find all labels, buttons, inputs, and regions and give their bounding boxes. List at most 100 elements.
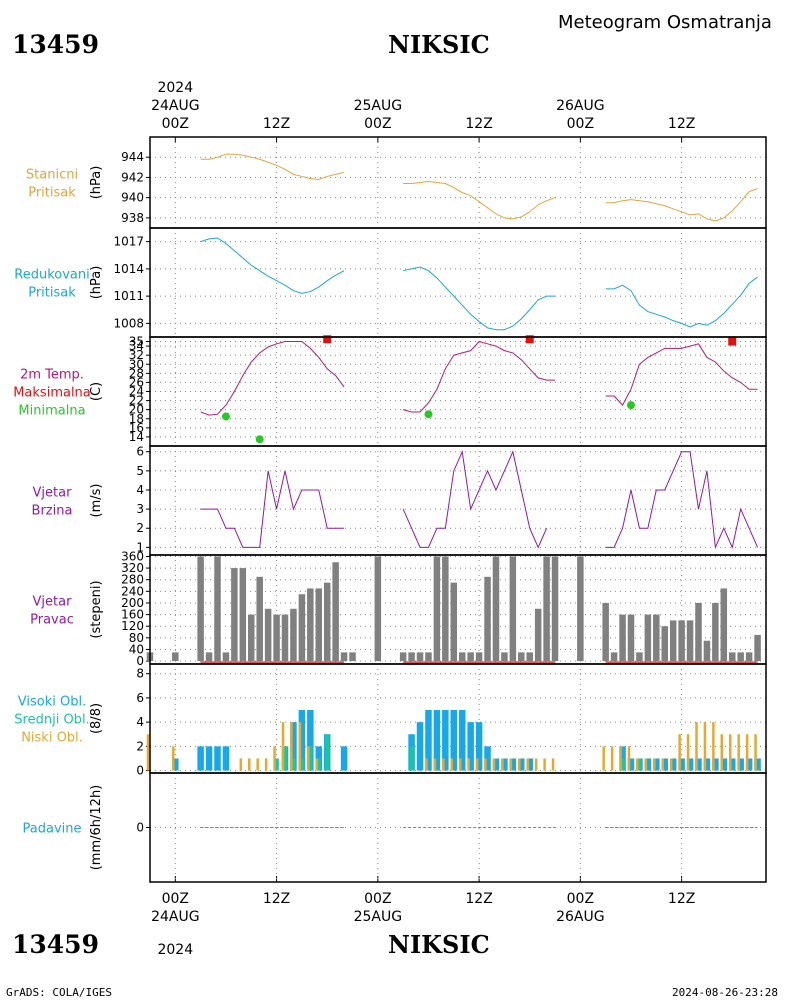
wind-direction-bar (509, 556, 517, 662)
y-tick-label: 28 (129, 366, 144, 380)
low-cloud-bar (754, 734, 757, 771)
tmax-marker (525, 335, 534, 344)
low-cloud-bar (653, 758, 656, 771)
tmax-marker (728, 337, 737, 346)
mid-cloud-bar (324, 734, 330, 771)
y-tick-label: 18 (129, 412, 144, 426)
high-cloud-bar (745, 758, 753, 771)
wind-direction-bar (281, 614, 289, 662)
panel-frame (149, 136, 767, 229)
top-time-label: 00Z (162, 116, 189, 132)
wind-direction-bar (534, 608, 542, 662)
y-tick-label: 1017 (113, 235, 144, 249)
high-cloud-bar (492, 758, 500, 771)
panel-title: Redukovani (14, 268, 89, 283)
low-cloud-bar (627, 746, 631, 771)
high-cloud-bar (737, 758, 744, 771)
wind-direction-bar (290, 608, 297, 662)
y-tick-label: 120 (121, 619, 144, 633)
y-tick-label: 4 (136, 715, 144, 729)
wind-direction-bar (602, 602, 609, 662)
low-cloud-bar (290, 722, 293, 771)
footer-timestamp: 2024-08-26-23:28 (672, 986, 778, 999)
bottom-date-label: 25AUG (354, 909, 403, 925)
y-tick-label: 160 (121, 608, 144, 622)
low-cloud-bar (307, 746, 310, 771)
top-time-label: 12Z (263, 116, 290, 132)
wind-direction-bar (340, 652, 348, 662)
low-cloud-bar (425, 758, 428, 771)
low-cloud-bar (458, 758, 462, 771)
y-tick-label: 34 (129, 339, 144, 353)
footer-station-name: NIKSIC (388, 930, 490, 959)
y-tick-label: 20 (129, 403, 144, 417)
wind-direction-bar (661, 626, 668, 662)
y-tick-label: 240 (121, 584, 144, 598)
wind-direction-bar (264, 608, 272, 662)
y-tick-label: 320 (121, 561, 144, 575)
wind-direction-bar (450, 582, 458, 662)
low-cloud-bar (518, 758, 521, 771)
high-cloud-bar (518, 758, 525, 771)
wind-direction-bar (543, 556, 550, 662)
footer-credit: GrADS: COLA/IGES (6, 986, 112, 999)
wind-direction-bar (475, 652, 483, 662)
wind-speed-line (402, 449, 548, 549)
panel-title: Pravac (30, 613, 74, 628)
y-axis-label: (8/8) (89, 703, 104, 734)
low-cloud-bar (467, 758, 470, 771)
high-cloud-bar (425, 710, 432, 771)
y-tick-label: 6 (136, 691, 144, 705)
panel-title: Stanicni (26, 168, 78, 183)
y-tick-label: 80 (129, 631, 144, 645)
high-cloud-bar (678, 758, 685, 771)
bottom-time-label: 12Z (668, 891, 695, 907)
wind-direction-bar (214, 556, 221, 662)
mid-cloud-bar (409, 746, 414, 771)
y-tick-label: 22 (129, 394, 144, 408)
low-cloud-bar (484, 758, 487, 771)
wind-direction-bar (526, 652, 533, 662)
high-cloud-bar (669, 758, 677, 771)
high-cloud-bar (509, 758, 517, 771)
high-cloud-bar (484, 746, 491, 771)
panel-title: Visoki Obl. (18, 695, 86, 710)
wind-direction-bar (273, 614, 280, 662)
y-axis-label: (mm/6h/12h) (89, 785, 104, 871)
mid-cloud-bar (620, 758, 625, 771)
wind-direction-bar (695, 602, 702, 662)
pressure-line (605, 188, 758, 222)
y-tick-label: 5 (136, 464, 144, 478)
y-tick-label: 35 (129, 335, 144, 349)
high-cloud-bar (695, 758, 702, 771)
low-cloud-bar (636, 758, 639, 771)
wind-direction-bar (678, 620, 685, 662)
high-cloud-bar (627, 758, 635, 771)
panel-title: 2m Temp. (20, 368, 84, 383)
high-cloud-bar (214, 746, 221, 771)
wind-direction-bar (408, 652, 415, 662)
high-cloud-bar (433, 710, 441, 771)
high-cloud-bar (298, 710, 306, 771)
low-cloud-bar (686, 734, 690, 771)
mid-cloud-bar (637, 758, 642, 771)
panel-title: Srednji Obl. (14, 713, 89, 728)
low-cloud-bar (526, 758, 529, 771)
high-cloud-bar (450, 710, 458, 771)
tmax-marker (323, 335, 332, 344)
low-cloud-bar (492, 758, 496, 771)
y-tick-label: 0 (136, 821, 144, 835)
low-cloud-bar (720, 734, 724, 771)
pressure-line (200, 153, 345, 180)
low-cloud-bar (695, 722, 698, 771)
tmin-marker (424, 410, 433, 419)
y-tick-label: 40 (129, 642, 144, 656)
high-cloud-bar (197, 746, 204, 771)
low-cloud-bar (534, 758, 538, 771)
wind-direction-bar (467, 652, 474, 662)
y-tick-label: 200 (121, 596, 144, 610)
wind-direction-bar (518, 652, 525, 662)
bottom-date-label: 26AUG (556, 909, 605, 925)
low-cloud-bar (737, 734, 740, 771)
wind-direction-bar (256, 576, 263, 662)
